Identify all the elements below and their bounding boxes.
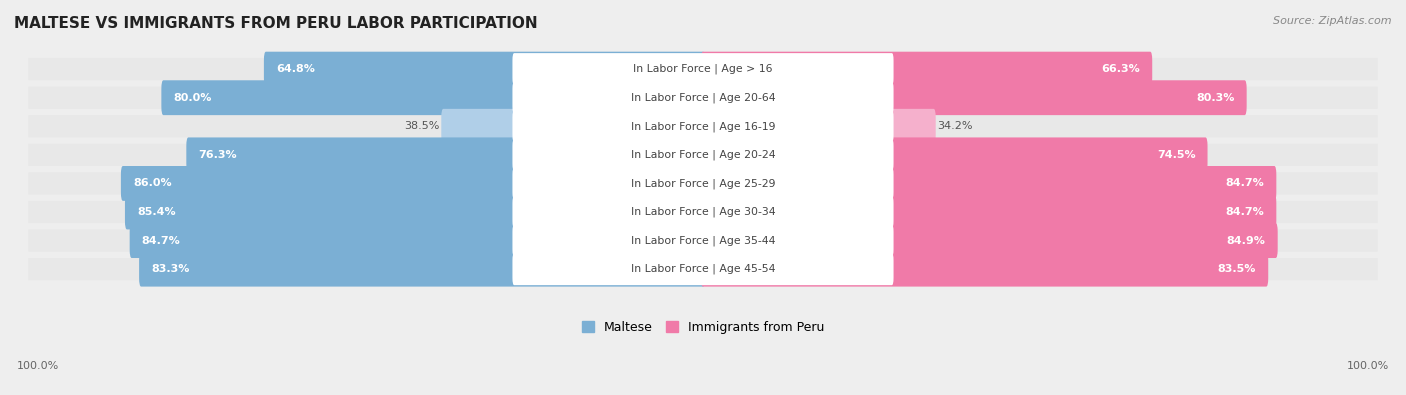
- FancyBboxPatch shape: [187, 137, 704, 172]
- Text: 84.9%: 84.9%: [1226, 235, 1265, 246]
- FancyBboxPatch shape: [512, 167, 894, 199]
- FancyBboxPatch shape: [512, 110, 894, 142]
- FancyBboxPatch shape: [512, 196, 894, 228]
- FancyBboxPatch shape: [28, 172, 1378, 195]
- FancyBboxPatch shape: [28, 201, 1378, 223]
- Text: 80.3%: 80.3%: [1197, 93, 1234, 103]
- FancyBboxPatch shape: [702, 195, 1277, 229]
- FancyBboxPatch shape: [702, 166, 1277, 201]
- Text: In Labor Force | Age 16-19: In Labor Force | Age 16-19: [631, 121, 775, 132]
- FancyBboxPatch shape: [702, 223, 1278, 258]
- Text: 84.7%: 84.7%: [1226, 179, 1264, 188]
- FancyBboxPatch shape: [512, 253, 894, 285]
- FancyBboxPatch shape: [512, 82, 894, 114]
- Text: 38.5%: 38.5%: [405, 121, 440, 131]
- FancyBboxPatch shape: [702, 52, 1153, 87]
- FancyBboxPatch shape: [264, 52, 704, 87]
- Text: 74.5%: 74.5%: [1157, 150, 1195, 160]
- FancyBboxPatch shape: [121, 166, 704, 201]
- Text: MALTESE VS IMMIGRANTS FROM PERU LABOR PARTICIPATION: MALTESE VS IMMIGRANTS FROM PERU LABOR PA…: [14, 16, 537, 31]
- FancyBboxPatch shape: [28, 258, 1378, 280]
- FancyBboxPatch shape: [702, 109, 936, 144]
- FancyBboxPatch shape: [28, 144, 1378, 166]
- Text: In Labor Force | Age 20-24: In Labor Force | Age 20-24: [631, 150, 775, 160]
- Text: In Labor Force | Age > 16: In Labor Force | Age > 16: [633, 64, 773, 74]
- Legend: Maltese, Immigrants from Peru: Maltese, Immigrants from Peru: [582, 321, 824, 334]
- Text: 34.2%: 34.2%: [936, 121, 973, 131]
- Text: 66.3%: 66.3%: [1101, 64, 1140, 74]
- Text: 64.8%: 64.8%: [276, 64, 315, 74]
- FancyBboxPatch shape: [28, 229, 1378, 252]
- Text: 85.4%: 85.4%: [138, 207, 176, 217]
- Text: 84.7%: 84.7%: [142, 235, 180, 246]
- Text: 83.5%: 83.5%: [1218, 264, 1256, 274]
- Text: 83.3%: 83.3%: [152, 264, 190, 274]
- Text: 86.0%: 86.0%: [134, 179, 172, 188]
- FancyBboxPatch shape: [139, 252, 704, 287]
- Text: 84.7%: 84.7%: [1226, 207, 1264, 217]
- Text: 80.0%: 80.0%: [173, 93, 212, 103]
- FancyBboxPatch shape: [512, 53, 894, 85]
- FancyBboxPatch shape: [125, 195, 704, 229]
- FancyBboxPatch shape: [702, 80, 1247, 115]
- Text: In Labor Force | Age 30-34: In Labor Force | Age 30-34: [631, 207, 775, 217]
- FancyBboxPatch shape: [512, 225, 894, 257]
- FancyBboxPatch shape: [702, 252, 1268, 287]
- FancyBboxPatch shape: [28, 87, 1378, 109]
- FancyBboxPatch shape: [441, 109, 704, 144]
- Text: Source: ZipAtlas.com: Source: ZipAtlas.com: [1274, 16, 1392, 26]
- Text: In Labor Force | Age 20-64: In Labor Force | Age 20-64: [631, 92, 775, 103]
- Text: 76.3%: 76.3%: [198, 150, 238, 160]
- FancyBboxPatch shape: [28, 115, 1378, 137]
- Text: 100.0%: 100.0%: [1347, 361, 1389, 371]
- Text: In Labor Force | Age 35-44: In Labor Force | Age 35-44: [631, 235, 775, 246]
- FancyBboxPatch shape: [162, 80, 704, 115]
- Text: 100.0%: 100.0%: [17, 361, 59, 371]
- FancyBboxPatch shape: [702, 137, 1208, 172]
- FancyBboxPatch shape: [28, 58, 1378, 80]
- FancyBboxPatch shape: [512, 139, 894, 171]
- Text: In Labor Force | Age 25-29: In Labor Force | Age 25-29: [631, 178, 775, 189]
- Text: In Labor Force | Age 45-54: In Labor Force | Age 45-54: [631, 264, 775, 275]
- FancyBboxPatch shape: [129, 223, 704, 258]
